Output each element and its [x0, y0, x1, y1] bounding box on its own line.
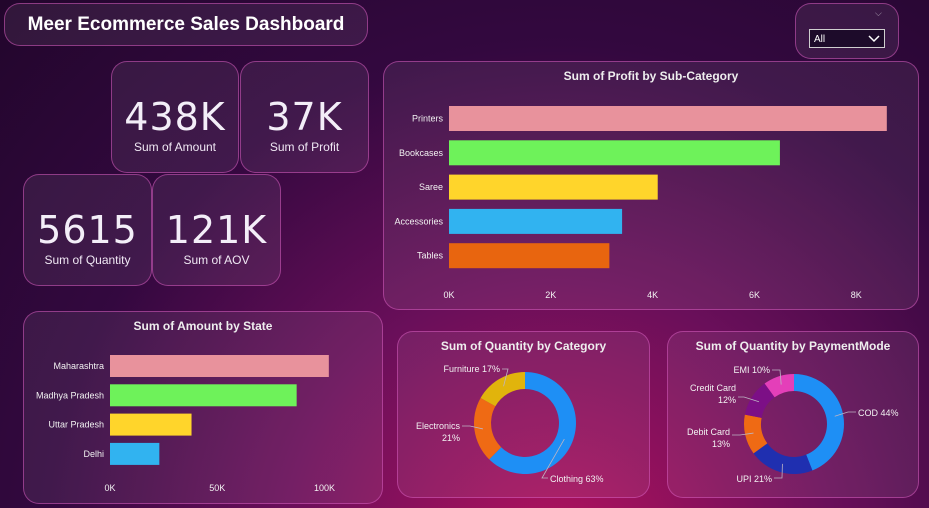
- kpi-label: Sum of Quantity: [44, 253, 131, 267]
- slice: [480, 372, 525, 407]
- chart-title: Sum of Amount by State: [133, 319, 273, 333]
- x-tick-label: 8K: [851, 290, 862, 300]
- filter-dropdown[interactable]: All: [809, 29, 885, 48]
- category-label: Delhi: [83, 449, 104, 459]
- quantity-by-category-card: Sum of Quantity by Category Clothing 63%…: [397, 331, 650, 498]
- kpi-card-aov: 121K Sum of AOV: [152, 174, 281, 286]
- kpi-value: 5615: [37, 208, 138, 252]
- chart-title: Sum of Profit by Sub-Category: [563, 69, 739, 83]
- kpi-label: Sum of AOV: [183, 253, 250, 267]
- x-tick-label: 100K: [314, 483, 335, 493]
- kpi-label: Sum of Amount: [133, 140, 217, 154]
- kpi-card-profit: 37K Sum of Profit: [240, 61, 369, 173]
- dashboard-title: Meer Ecommerce Sales Dashboard: [27, 14, 345, 35]
- slice: [794, 374, 845, 471]
- x-tick-label: 50K: [209, 483, 225, 493]
- x-tick-label: 6K: [749, 290, 760, 300]
- bar: [449, 140, 780, 166]
- bar: [110, 384, 297, 407]
- category-label: Uttar Pradesh: [48, 420, 104, 430]
- leader-line: [834, 411, 856, 417]
- slice: [753, 443, 813, 474]
- profit-by-subcategory-card: Sum of Profit by Sub-Category Printers Bo…: [383, 61, 919, 310]
- slice-label: Furniture 17%: [443, 364, 500, 374]
- slice-label: UPI 21%: [736, 474, 772, 484]
- category-label: Accessories: [394, 216, 443, 226]
- slice-label: Electronics 21%: [416, 421, 461, 443]
- bar: [449, 208, 623, 234]
- category-label: Maharashtra: [53, 361, 104, 371]
- bar: [110, 442, 160, 465]
- slice-label: Debit Card 13%: [687, 427, 730, 449]
- amount-by-state-card: Sum of Amount by State Maharashtra Madhya…: [23, 311, 383, 504]
- leader-line: [502, 368, 509, 387]
- bar: [110, 413, 192, 436]
- leader-line: [772, 369, 782, 385]
- leader-line: [738, 396, 760, 403]
- slice: [764, 374, 794, 398]
- category-label: Printers: [412, 114, 444, 124]
- bar: [110, 355, 329, 377]
- chart-title: Sum of Quantity by Category: [440, 339, 607, 353]
- slice-label: COD 44%: [858, 408, 899, 418]
- slice: [474, 397, 502, 460]
- filter-selected-value: All: [814, 34, 826, 45]
- leader-line: [732, 432, 754, 436]
- profit-bar-chart: Printers Bookcases Saree Accessories Tables 0…: [394, 106, 887, 300]
- kpi-card-quantity: 5615 Sum of Quantity: [23, 174, 152, 286]
- slicer-chevron-icon[interactable]: ⌵: [875, 9, 882, 19]
- kpi-card-amount: 438K Sum of Amount: [111, 61, 239, 173]
- leader-line: [462, 425, 484, 430]
- kpi-value: 438K: [124, 95, 226, 139]
- leader-line: [541, 438, 565, 479]
- category-label: Bookcases: [399, 148, 444, 158]
- slice-label: EMI 10%: [733, 365, 770, 375]
- kpi-value: 121K: [165, 208, 268, 252]
- category-label: Saree: [419, 182, 443, 192]
- state-bar-chart: Maharashtra Madhya Pradesh Uttar Pradesh De…: [36, 355, 335, 493]
- bar: [449, 174, 658, 200]
- dashboard-title-card: Meer Ecommerce Sales Dashboard: [4, 3, 368, 46]
- bar: [449, 106, 887, 131]
- slice-label: Clothing 63%: [550, 474, 604, 484]
- category-label: Madhya Pradesh: [36, 390, 104, 400]
- chevron-down-icon: [868, 35, 880, 43]
- chart-title: Sum of Quantity by PaymentMode: [695, 339, 891, 353]
- leader-line: [774, 463, 783, 479]
- x-tick-label: 4K: [647, 290, 658, 300]
- payment-donut-chart: COD 44% UPI 21% Debit Card 13% Credit Card 12…: [687, 365, 899, 484]
- x-tick-label: 0K: [443, 290, 454, 300]
- category-donut-chart: Clothing 63% Electronics 21% Furniture 17%: [416, 364, 604, 484]
- filter-slicer[interactable]: ⌵ All: [795, 3, 899, 59]
- kpi-value: 37K: [266, 95, 343, 139]
- slice: [744, 383, 775, 418]
- x-tick-label: 2K: [545, 290, 556, 300]
- bar: [449, 243, 610, 269]
- x-tick-label: 0K: [104, 483, 115, 493]
- slice-label: Credit Card 12%: [690, 383, 736, 405]
- kpi-label: Sum of Profit: [269, 140, 340, 154]
- category-label: Tables: [417, 251, 444, 261]
- quantity-by-paymentmode-card: Sum of Quantity by PaymentMode COD 44% UP…: [667, 331, 919, 498]
- slice: [489, 372, 576, 474]
- slice: [744, 414, 768, 454]
